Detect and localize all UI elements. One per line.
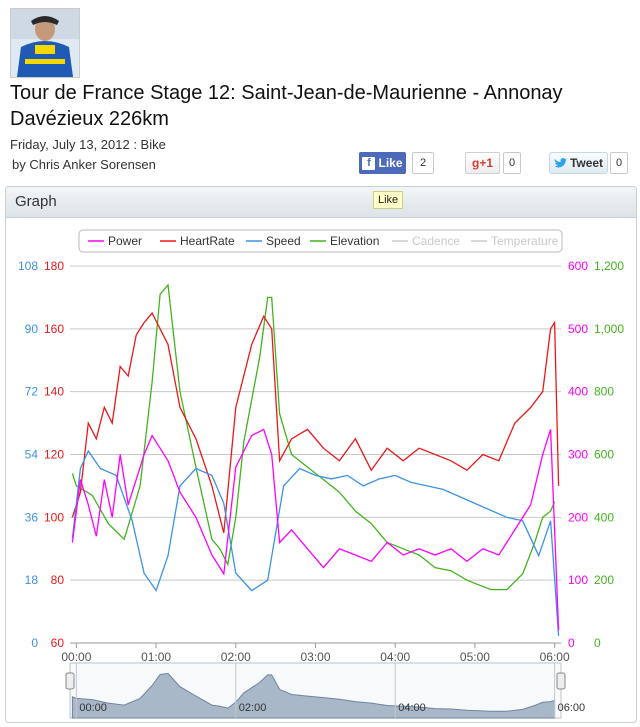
- power-axis-tick: 400: [568, 385, 588, 399]
- speed-axis-tick: 108: [18, 259, 38, 273]
- google-plus-button[interactable]: g+1: [465, 152, 500, 174]
- heartrate-axis-tick: 160: [44, 322, 64, 336]
- gplus-label: +1: [479, 156, 494, 170]
- power-axis-tick: 300: [568, 448, 588, 462]
- navigator-tick-label: 04:00: [398, 702, 426, 714]
- power-axis-tick: 200: [568, 510, 588, 524]
- facebook-like-button[interactable]: f Like: [359, 152, 406, 174]
- power-axis-tick: 500: [568, 322, 588, 336]
- elevation-axis-tick: 600: [594, 448, 614, 462]
- series-line-speed[interactable]: [71, 449, 560, 637]
- x-tick-label: 01:00: [141, 650, 171, 664]
- legend-item-cadence[interactable]: Cadence: [392, 234, 460, 248]
- graph-panel: Graph Power HeartRate Speed Elevation Cadenc…: [5, 186, 637, 723]
- x-tick-label: 00:00: [61, 650, 91, 664]
- elevation-axis-tick: 0: [594, 636, 601, 650]
- avatar[interactable]: [10, 8, 80, 78]
- legend-item-elevation[interactable]: Elevation: [310, 234, 379, 248]
- series-line-elevation[interactable]: [71, 283, 556, 591]
- navigator-tick-label: 00:00: [79, 702, 107, 714]
- x-tick-label: 05:00: [460, 650, 490, 664]
- legend-item-speed[interactable]: Speed: [246, 234, 301, 248]
- legend-label: HeartRate: [180, 234, 235, 248]
- navigator-tick-label: 02:00: [239, 702, 267, 714]
- panel-title: Graph: [6, 187, 636, 218]
- chart-legend: Power HeartRate Speed Elevation Cadence Tempe…: [78, 229, 563, 253]
- heartrate-axis-tick: 180: [44, 259, 64, 273]
- elevation-axis-tick: 200: [594, 573, 614, 587]
- tweet-label: Tweet: [569, 156, 604, 170]
- heartrate-axis-tick: 60: [51, 636, 65, 650]
- like-tooltip: Like: [373, 191, 404, 209]
- speed-axis-tick: 36: [25, 510, 39, 524]
- gplus-count: 0: [503, 152, 521, 174]
- legend-item-temperature[interactable]: Temperature: [471, 234, 559, 248]
- speed-axis-tick: 54: [25, 448, 39, 462]
- byline[interactable]: by Chris Anker Sorensen: [12, 157, 156, 172]
- navigator-elevation-area: [71, 672, 556, 719]
- x-tick-label: 03:00: [300, 650, 330, 664]
- speed-axis-tick: 0: [31, 636, 38, 650]
- legend-label: Power: [108, 234, 142, 248]
- heartrate-axis-tick: 140: [44, 385, 64, 399]
- power-axis-tick: 600: [568, 259, 588, 273]
- like-label: Like: [378, 156, 403, 170]
- series-line-heartrate[interactable]: [71, 311, 560, 534]
- activity-meta: Friday, July 13, 2012 : Bike: [10, 137, 166, 152]
- x-tick-label: 06:00: [540, 650, 570, 664]
- navigator-right-handle[interactable]: [556, 672, 566, 690]
- activity-chart[interactable]: Power HeartRate Speed Elevation Cadence Tempe…: [6, 218, 636, 723]
- elevation-axis-tick: 800: [594, 385, 614, 399]
- power-axis-tick: 100: [568, 573, 588, 587]
- legend-label: Speed: [266, 234, 301, 248]
- legend-label: Temperature: [491, 234, 559, 248]
- heartrate-axis-tick: 120: [44, 448, 64, 462]
- elevation-axis-tick: 400: [594, 510, 614, 524]
- rider-photo: [11, 9, 79, 77]
- legend-item-heartrate[interactable]: HeartRate: [160, 234, 235, 248]
- navigator-left-handle[interactable]: [65, 672, 75, 690]
- speed-axis-tick: 18: [25, 573, 39, 587]
- like-count: 2: [412, 152, 434, 174]
- elevation-axis-tick: 1,200: [594, 259, 624, 273]
- google-plus-icon: g: [471, 156, 480, 170]
- range-navigator[interactable]: 00:00 02:00 04:00 06:00: [65, 662, 586, 719]
- speed-axis-tick: 90: [25, 322, 39, 336]
- legend-label: Cadence: [412, 234, 460, 248]
- tweet-count: 0: [610, 152, 628, 174]
- speed-axis-tick: 72: [25, 385, 39, 399]
- navigator-tick-label: 06:00: [558, 702, 586, 714]
- heartrate-axis-tick: 100: [44, 510, 64, 524]
- heartrate-axis-tick: 80: [51, 573, 65, 587]
- power-axis-tick: 0: [568, 636, 575, 650]
- x-tick-label: 02:00: [221, 650, 251, 664]
- facebook-icon: f: [362, 156, 376, 170]
- page-title: Tour de France Stage 12: Saint-Jean-de-M…: [10, 82, 563, 130]
- twitter-bird-icon: [553, 157, 567, 167]
- series-line-power[interactable]: [71, 428, 560, 631]
- elevation-axis-tick: 1,000: [594, 322, 624, 336]
- tweet-button[interactable]: Tweet: [549, 152, 608, 174]
- legend-item-power[interactable]: Power: [88, 234, 142, 248]
- legend-label: Elevation: [330, 234, 379, 248]
- x-tick-label: 04:00: [380, 650, 410, 664]
